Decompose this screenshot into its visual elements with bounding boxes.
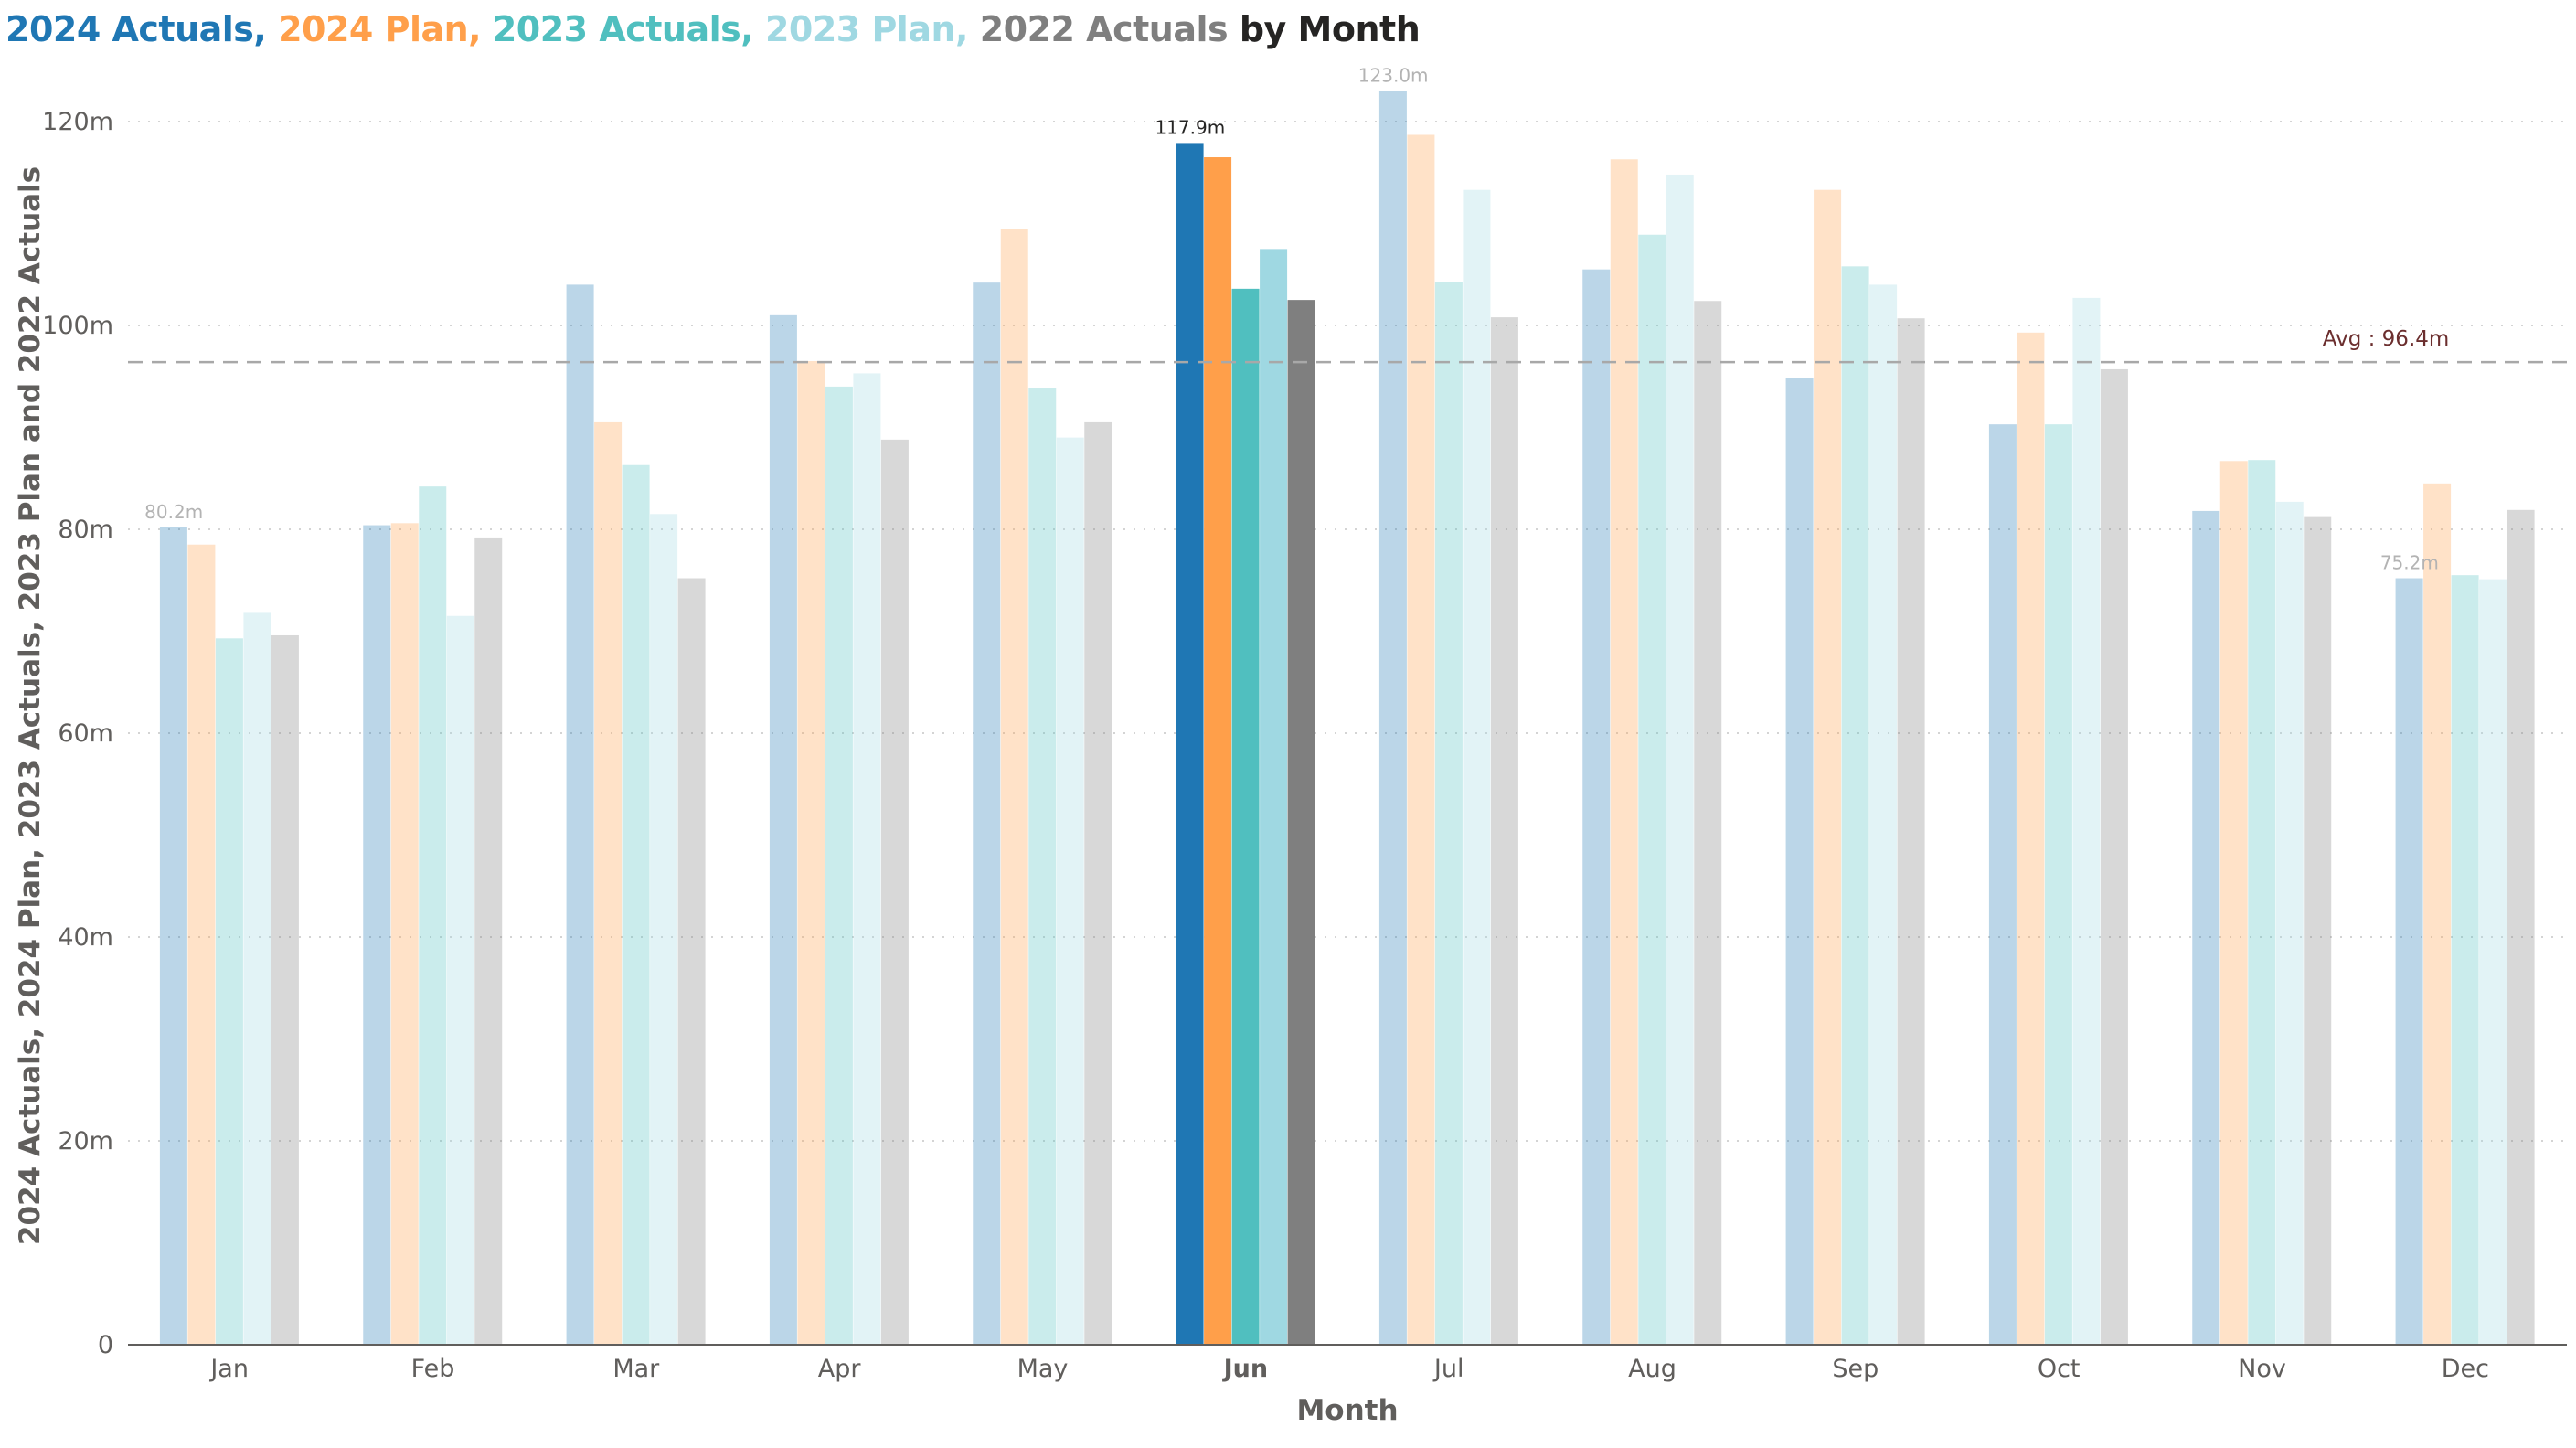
bar-2024-actuals-feb <box>363 525 391 1345</box>
data-label: 117.9m <box>1155 116 1225 138</box>
y-tick-label: 60m <box>58 719 113 748</box>
axes: 0 20m 40m 60m 80m 100m 120m Jan Feb Mar Apr May Jun J… <box>14 108 2567 1427</box>
bar-2022-actuals-aug <box>1694 301 1722 1345</box>
bar-2023-plan-sep <box>1869 284 1898 1345</box>
x-tick-label: Sep <box>1832 1355 1879 1383</box>
data-labels: 80.2m 117.9m 123.0m 75.2m <box>144 65 2439 574</box>
x-tick-label: Jun <box>1222 1355 1269 1383</box>
bar-2022-actuals-may <box>1084 421 1112 1345</box>
bar-2024-plan-may <box>1000 229 1028 1346</box>
bar-2023-plan-nov <box>2275 501 2304 1345</box>
average-line-group: Avg : 96.4m <box>128 327 2567 364</box>
bar-2024-actuals-nov <box>2192 510 2220 1345</box>
bar-2023-actuals-jul <box>1434 282 1463 1346</box>
bar-2024-actuals-dec <box>2395 578 2423 1345</box>
bar-2024-plan-jan <box>187 544 216 1345</box>
average-line-label: Avg : 96.4m <box>2323 327 2450 351</box>
bar-2023-actuals-feb <box>419 486 447 1345</box>
bar-2022-actuals-jan <box>271 634 299 1345</box>
bar-2024-actuals-mar <box>566 284 594 1345</box>
bar-2023-actuals-jun <box>1231 288 1260 1345</box>
bar-2023-actuals-mar <box>622 464 650 1345</box>
bar-2023-actuals-sep <box>1841 266 1869 1346</box>
bar-2024-actuals-jun <box>1176 143 1204 1345</box>
bar-2024-actuals-apr <box>769 314 797 1346</box>
bar-2024-plan-sep <box>1814 189 1842 1346</box>
bar-2024-plan-aug <box>1610 159 1638 1345</box>
x-tick-label: Jan <box>208 1355 249 1383</box>
bar-2023-actuals-jan <box>215 638 243 1345</box>
bar-2024-actuals-jan <box>159 527 187 1345</box>
bar-2023-plan-aug <box>1666 174 1694 1346</box>
bar-2023-plan-jun <box>1260 249 1288 1345</box>
y-axis-title: 2024 Actuals, 2024 Plan, 2023 Actuals, 2… <box>14 166 47 1245</box>
bar-2024-actuals-oct <box>1988 424 2017 1345</box>
title-part-2023-plan: 2023 Plan, <box>764 9 969 49</box>
chart-title: 2024 Actuals, 2024 Plan, 2023 Actuals, 2… <box>5 9 1421 49</box>
bar-2022-actuals-mar <box>677 578 706 1345</box>
x-tick-label: Nov <box>2238 1355 2286 1383</box>
bar-2024-plan-jun <box>1204 157 1232 1345</box>
title-part-by-month: by Month <box>1239 9 1421 49</box>
x-tick-label: Oct <box>2038 1355 2081 1383</box>
data-label: 80.2m <box>144 501 203 523</box>
bar-2024-actuals-jul <box>1378 90 1407 1345</box>
data-label: 123.0m <box>1358 65 1429 87</box>
title-part-2024-actuals: 2024 Actuals, <box>5 9 267 49</box>
bar-2024-actuals-aug <box>1582 269 1611 1345</box>
bar-2023-actuals-may <box>1028 388 1057 1345</box>
bar-2024-plan-feb <box>390 523 419 1345</box>
bar-2024-plan-mar <box>594 421 623 1345</box>
bar-2022-actuals-apr <box>880 439 909 1345</box>
y-tick-label: 120m <box>42 108 113 136</box>
x-tick-label: Feb <box>411 1355 455 1383</box>
bar-2022-actuals-jun <box>1287 300 1315 1345</box>
bar-2023-actuals-aug <box>1638 234 1666 1345</box>
bar-2024-plan-oct <box>2017 332 2045 1346</box>
bar-2023-actuals-oct <box>2044 424 2072 1345</box>
bar-2023-actuals-apr <box>825 386 853 1345</box>
bar-2023-plan-apr <box>853 373 881 1345</box>
x-tick-label: May <box>1017 1355 1069 1383</box>
grid-lines <box>128 121 2567 1142</box>
y-tick-label: 0 <box>98 1331 113 1359</box>
x-axis-title: Month <box>1296 1394 1398 1427</box>
bar-2023-plan-oct <box>2072 297 2101 1345</box>
bar-2022-actuals-sep <box>1897 318 1925 1345</box>
x-tick-label: Mar <box>612 1355 660 1383</box>
bar-2023-plan-may <box>1056 437 1084 1345</box>
x-tick-label: Aug <box>1628 1355 1677 1383</box>
bar-2024-actuals-sep <box>1785 378 1814 1346</box>
data-label: 75.2m <box>2380 552 2439 574</box>
bar-2023-actuals-nov <box>2248 460 2276 1345</box>
x-tick-label: Jul <box>1432 1355 1464 1383</box>
bar-2024-actuals-may <box>973 282 1001 1345</box>
bar-2023-plan-mar <box>650 514 678 1345</box>
y-tick-label: 20m <box>58 1127 113 1155</box>
bar-2022-actuals-feb <box>474 537 503 1345</box>
bar-2023-actuals-dec <box>2451 575 2479 1345</box>
x-tick-label: Dec <box>2442 1355 2489 1383</box>
bars <box>159 90 2535 1346</box>
title-part-2023-actuals: 2023 Actuals, <box>492 9 754 49</box>
y-tick-label: 80m <box>58 516 113 544</box>
title-part-2024-plan: 2024 Plan, <box>278 9 482 49</box>
bar-2022-actuals-nov <box>2304 516 2332 1345</box>
bar-2022-actuals-oct <box>2100 368 2128 1345</box>
bar-2024-plan-nov <box>2219 461 2248 1345</box>
bar-2022-actuals-dec <box>2507 509 2535 1345</box>
y-tick-label: 40m <box>58 923 113 952</box>
y-tick-label: 100m <box>42 312 113 340</box>
bar-2023-plan-jul <box>1463 189 1491 1346</box>
title-part-2022-actuals: 2022 Actuals <box>979 9 1229 49</box>
bar-2022-actuals-jul <box>1490 317 1518 1346</box>
bar-2024-plan-apr <box>797 361 825 1345</box>
x-tick-label: Apr <box>818 1355 862 1383</box>
bar-2024-plan-dec <box>2423 483 2452 1345</box>
bar-2023-plan-dec <box>2479 579 2507 1345</box>
bar-2024-plan-jul <box>1407 134 1435 1345</box>
bar-2023-plan-feb <box>446 615 474 1345</box>
bar-2023-plan-jan <box>243 612 271 1345</box>
